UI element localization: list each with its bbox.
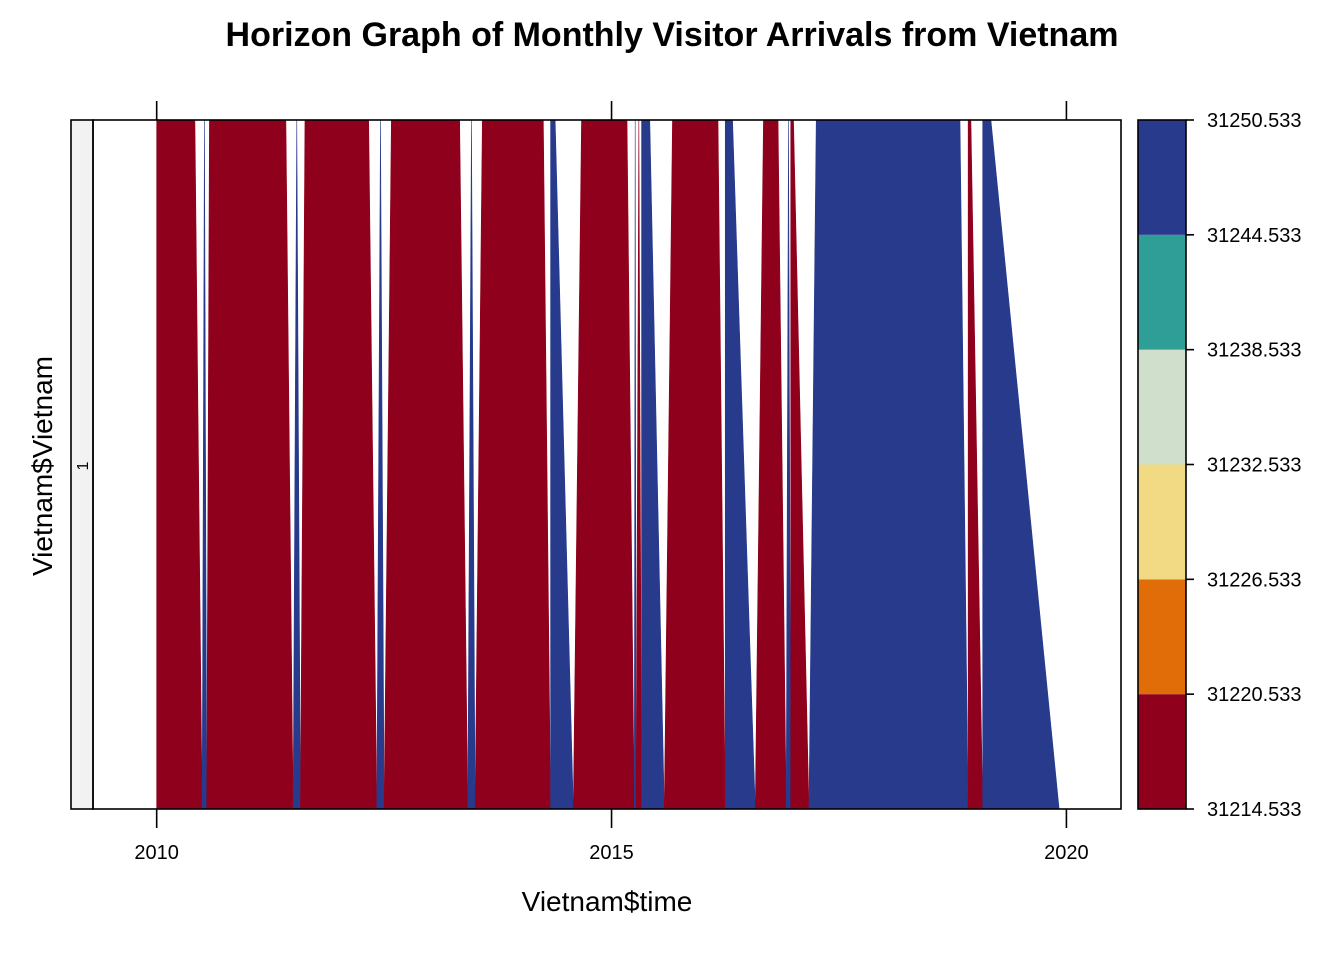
color-key-label-2: 31226.533 <box>1207 569 1302 591</box>
color-key-band-5 <box>1138 120 1186 235</box>
horizon-segment-6 <box>383 119 469 810</box>
color-key-band-2 <box>1138 464 1186 580</box>
horizon-segment-15 <box>724 119 756 810</box>
color-key-band-4 <box>1138 234 1186 350</box>
color-key-band-3 <box>1138 349 1186 465</box>
color-key-label-1: 31220.533 <box>1207 684 1302 706</box>
color-key-label-0: 31214.533 <box>1207 799 1302 821</box>
horizon-segment-5 <box>376 119 385 810</box>
x-axis-label: Vietnam$time <box>522 886 693 917</box>
horizon-segment-12 <box>635 119 642 810</box>
chart-title: Horizon Graph of Monthly Visitor Arrival… <box>226 16 1119 54</box>
horizon-segment-11 <box>633 119 637 810</box>
horizon-segment-0 <box>156 119 203 810</box>
color-key-band-0 <box>1138 694 1186 809</box>
x-tick-label-2015: 2015 <box>589 842 634 864</box>
horizon-segment-2 <box>206 119 294 810</box>
horizon-segment-9 <box>550 119 574 810</box>
horizon-segment-7 <box>467 119 476 810</box>
horizon-segment-19 <box>808 119 969 810</box>
plot-frame <box>92 119 1122 810</box>
horizon-segment-4 <box>300 119 378 810</box>
color-key-label-6: 31250.533 <box>1207 110 1302 132</box>
horizon-segment-8 <box>474 119 551 810</box>
horizon-segment-21 <box>982 119 1060 810</box>
horizon-segment-16 <box>754 119 787 810</box>
horizon-segment-14 <box>664 119 726 810</box>
color-key: 31214.533 31220.533 31226.533 31232.533 3123… <box>1137 110 1302 821</box>
y-axis-label: Vietnam$Vietnam <box>27 356 58 576</box>
x-tick-label-2010: 2010 <box>134 842 179 864</box>
x-tick-label-2020: 2020 <box>1044 842 1089 864</box>
x-axis: 2010 2015 2020 <box>134 101 1089 864</box>
horizon-segment-17 <box>785 119 792 810</box>
horizon-segment-1 <box>201 119 208 810</box>
horizon-segment-18 <box>790 119 810 810</box>
horizon-segment-13 <box>641 119 665 810</box>
color-key-label-4: 31238.533 <box>1207 340 1302 362</box>
color-key-label-3: 31232.533 <box>1207 455 1302 477</box>
strip-label: 1 <box>75 461 92 470</box>
plot-area <box>156 119 1060 810</box>
horizon-segment-3 <box>292 119 301 810</box>
horizon-segment-20 <box>967 119 984 810</box>
color-key-label-5: 31244.533 <box>1207 225 1302 247</box>
color-key-band-1 <box>1138 579 1186 695</box>
horizon-segment-10 <box>573 119 635 810</box>
